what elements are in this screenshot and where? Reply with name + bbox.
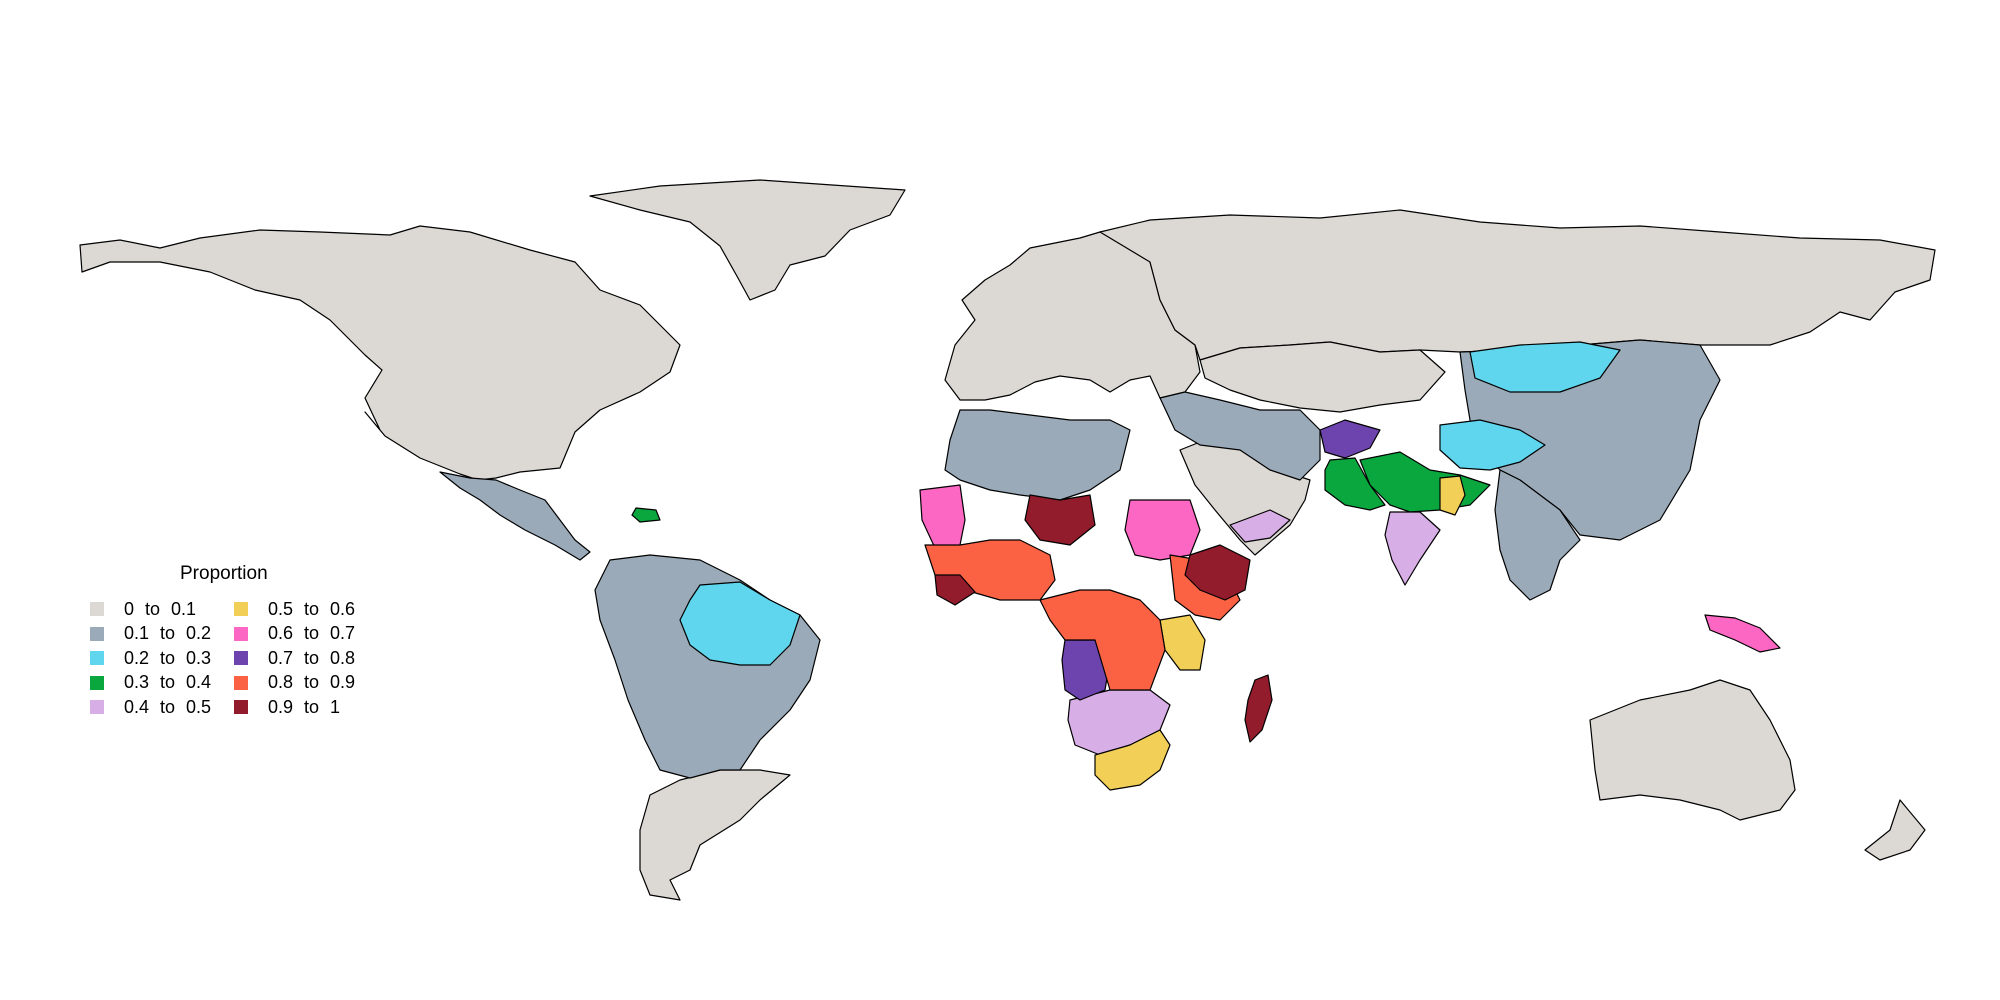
legend-item: 0.1 to 0.2 (90, 622, 211, 647)
legend-swatch (234, 626, 248, 641)
region-southern-cone (639, 769, 791, 901)
region-eastern-india (1439, 475, 1466, 516)
region-madagascar (1244, 674, 1273, 743)
legend-item: 0.8 to 0.9 (234, 671, 355, 696)
legend-label: 0.9 to 1 (268, 696, 341, 717)
legend-swatch (234, 675, 248, 690)
legend-item: 0 to 0.1 (90, 597, 211, 622)
legend-item: 0.3 to 0.4 (90, 671, 211, 696)
legend-label: 0.5 to 0.6 (268, 598, 356, 619)
legend-item: 0.2 to 0.3 (90, 646, 211, 671)
region-hispaniola (631, 507, 661, 523)
legend-swatch (234, 700, 248, 715)
legend-item: 0.6 to 0.7 (234, 622, 355, 647)
region-iran-and-caucasus (1159, 391, 1321, 481)
region-russia (1099, 209, 1936, 361)
region-greenland (589, 179, 906, 301)
region-central-africa (1039, 589, 1166, 691)
region-niger (1024, 494, 1096, 546)
legend-swatch (234, 651, 248, 666)
region-mongolia (1469, 341, 1621, 393)
legend-label: 0.4 to 0.5 (124, 696, 212, 717)
region-ethiopia (1184, 544, 1251, 601)
region-australia (1589, 679, 1796, 821)
legend-swatch (234, 602, 248, 617)
region-north-africa (944, 409, 1131, 501)
region-tibet-and-himalaya (1439, 419, 1546, 471)
legend-swatch (90, 602, 104, 617)
legend-item: 0.9 to 1 (234, 695, 355, 720)
region-pakistan (1324, 457, 1386, 511)
region-southeast-asia-mainland (1494, 469, 1581, 601)
region-central-america (439, 471, 591, 561)
legend-label: 0.6 to 0.7 (268, 623, 356, 644)
region-papua-new-guinea (1704, 614, 1781, 653)
legend-swatch (90, 626, 104, 641)
region-new-zealand (1864, 799, 1926, 861)
legend-label: 0 to 0.1 (124, 598, 197, 619)
legend-item: 0.4 to 0.5 (90, 695, 211, 720)
legend-swatch (90, 675, 104, 690)
region-mauritania (919, 484, 966, 549)
legend-label: 0.1 to 0.2 (124, 623, 212, 644)
region-yemen-coast (1229, 509, 1291, 543)
legend-title: Proportion (180, 563, 268, 584)
region-mozambique-coast (1159, 614, 1206, 671)
legend-label: 0.2 to 0.3 (124, 647, 212, 668)
legend-label: 0.7 to 0.8 (268, 647, 356, 668)
region-afghanistan (1319, 419, 1381, 459)
legend-column-left: 0 to 0.1 0.1 to 0.2 0.2 to 0.3 0.3 to 0.… (90, 597, 211, 720)
legend-item: 0.5 to 0.6 (234, 597, 355, 622)
legend-label: 0.3 to 0.4 (124, 672, 212, 693)
legend-column-right: 0.5 to 0.6 0.6 to 0.7 0.7 to 0.8 0.8 to … (234, 597, 355, 720)
region-guinea-coast (934, 574, 976, 606)
legend-label: 0.8 to 0.9 (268, 672, 356, 693)
region-central-asia (1199, 341, 1446, 413)
region-central-india (1384, 511, 1441, 586)
legend-item: 0.7 to 0.8 (234, 646, 355, 671)
region-amazon-region (679, 581, 801, 666)
legend-swatch (90, 651, 104, 666)
region-north-america (79, 225, 681, 481)
region-sudan (1124, 499, 1201, 561)
legend-swatch (90, 700, 104, 715)
region-south-africa (1094, 729, 1171, 791)
